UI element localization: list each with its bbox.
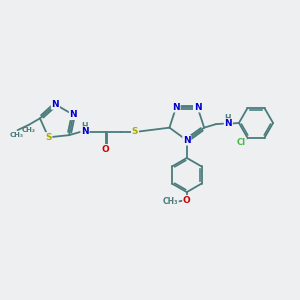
Text: O: O (183, 196, 191, 205)
Text: H: H (224, 114, 231, 123)
Text: N: N (52, 100, 59, 109)
Text: CH₃: CH₃ (163, 197, 178, 206)
Text: N: N (183, 136, 190, 145)
Text: S: S (45, 133, 52, 142)
Text: Cl: Cl (237, 138, 246, 147)
Text: N: N (172, 103, 180, 112)
Text: N: N (70, 110, 77, 119)
Text: N: N (194, 103, 201, 112)
Text: O: O (102, 145, 110, 154)
Text: N: N (81, 127, 89, 136)
Text: CH₃: CH₃ (10, 132, 24, 138)
Text: N: N (224, 119, 232, 128)
Text: S: S (132, 127, 138, 136)
Text: CH₂: CH₂ (21, 127, 35, 133)
Text: H: H (81, 122, 88, 131)
